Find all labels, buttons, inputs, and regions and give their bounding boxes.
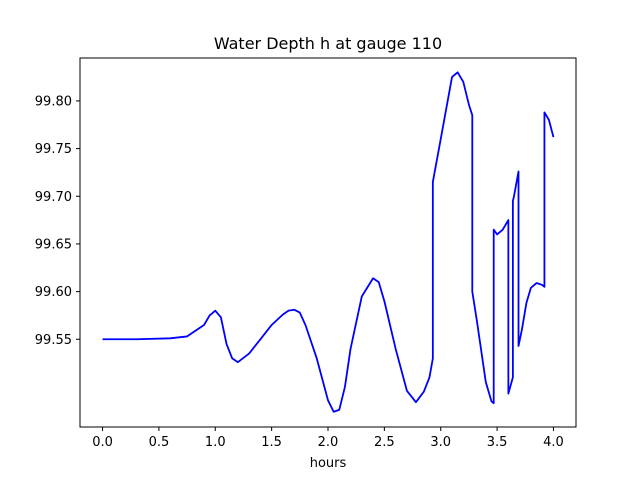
x-axis-label: hours — [310, 456, 347, 471]
x-tick-label: 4.0 — [543, 435, 564, 450]
x-tick-label: 1.0 — [205, 435, 226, 450]
x-axis-ticks: 0.0 0.5 1.0 1.5 2.0 2.5 3.0 3.5 4.0 — [92, 427, 564, 450]
x-tick-label: 2.5 — [374, 435, 395, 450]
x-tick-label: 3.0 — [430, 435, 451, 450]
x-tick-label: 1.5 — [261, 435, 282, 450]
y-tick-label: 99.60 — [35, 285, 72, 300]
x-tick-label: 2.0 — [318, 435, 339, 450]
y-tick-label: 99.75 — [35, 142, 72, 157]
y-tick-label: 99.55 — [35, 333, 72, 348]
x-tick-label: 3.5 — [487, 435, 508, 450]
y-tick-label: 99.80 — [35, 94, 72, 109]
x-tick-label: 0.5 — [149, 435, 170, 450]
y-axis-ticks: 99.55 99.60 99.65 99.70 99.75 99.80 — [35, 94, 80, 348]
plot-area-frame — [79, 57, 577, 428]
series-line — [102, 71, 555, 413]
y-tick-label: 99.65 — [35, 237, 72, 252]
y-tick-label: 99.70 — [35, 190, 72, 205]
x-tick-label: 0.0 — [92, 435, 113, 450]
chart-title: Water Depth h at gauge 110 — [214, 34, 442, 53]
